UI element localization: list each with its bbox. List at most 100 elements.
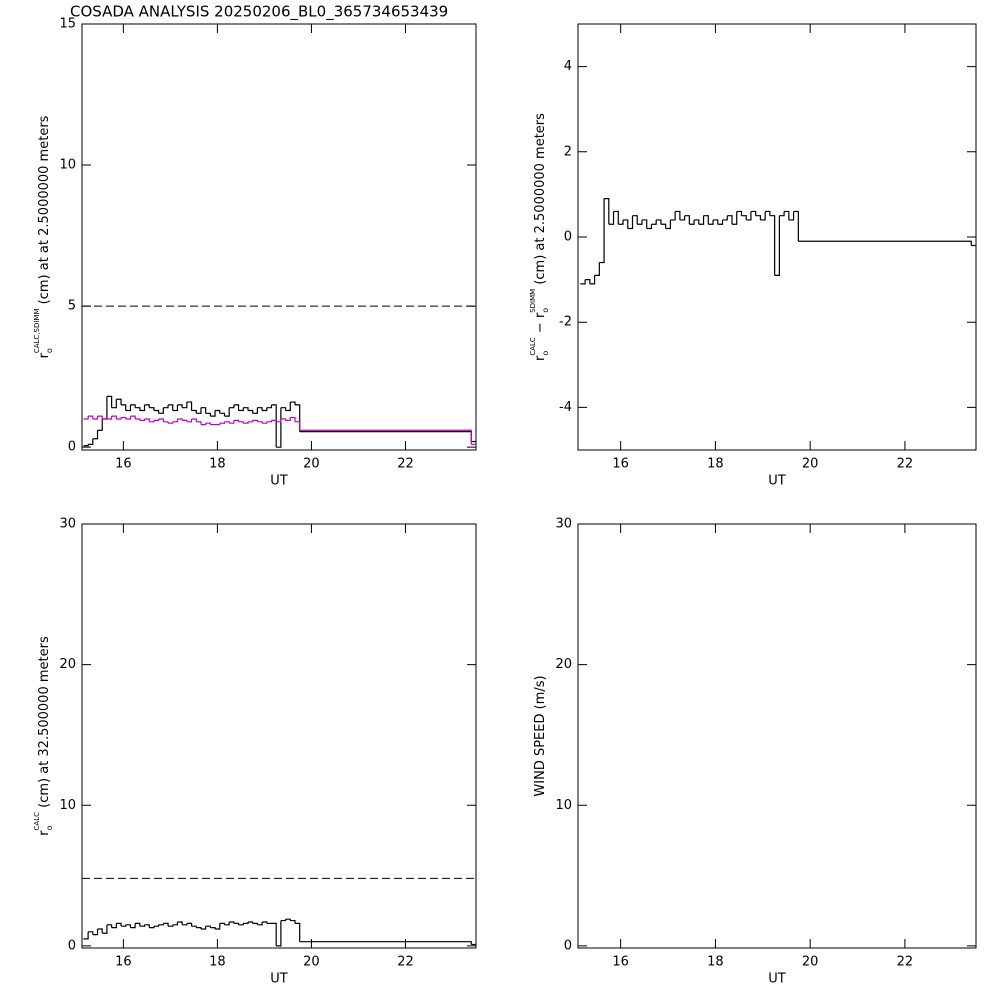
step-segment — [299, 429, 472, 445]
step-segment — [116, 417, 122, 420]
step-segment — [97, 415, 103, 419]
step-segment — [793, 210, 799, 242]
step-segment — [106, 416, 113, 420]
step-segment — [182, 923, 188, 926]
y-tick-label: 0 — [564, 230, 572, 245]
step-segment — [153, 409, 160, 414]
x-tick-label: 20 — [802, 457, 819, 472]
step-segment — [116, 922, 122, 927]
x-tick-label: 18 — [209, 457, 226, 472]
step-segment — [191, 925, 197, 928]
y-axis-label: ro CALC (cm) at 32.500000 meters — [33, 636, 54, 836]
x-tick-label: 16 — [115, 955, 132, 970]
panel: 16 18 20 22 0 10 20 30 UT WIND SPEED (m/s) — [533, 517, 977, 987]
step-segment — [266, 420, 273, 423]
step-segment — [196, 407, 202, 414]
step-segment — [102, 396, 108, 420]
step-segment — [200, 423, 207, 426]
step-segment — [746, 211, 752, 221]
step-segment — [276, 407, 282, 448]
step-segment — [247, 420, 254, 423]
step-segment — [243, 407, 249, 411]
step-segment — [92, 430, 99, 440]
step-segment — [585, 279, 591, 284]
step-segment — [83, 931, 89, 940]
label-sub: o — [541, 351, 550, 356]
step-segment — [755, 215, 762, 220]
step-segment — [116, 398, 122, 405]
step-segment — [257, 407, 263, 411]
step-segment — [139, 404, 146, 412]
step-segment — [229, 404, 235, 409]
step-segment — [708, 219, 714, 225]
plot-frame — [81, 523, 477, 949]
step-segment — [651, 219, 657, 225]
step-segment — [698, 215, 705, 225]
step-segment — [257, 921, 263, 926]
x-tick-label: 16 — [612, 457, 629, 472]
x-tick-label: 22 — [397, 457, 414, 472]
step-segment — [276, 920, 282, 947]
step-segment — [290, 416, 296, 422]
step-segment — [121, 416, 127, 419]
step-segment — [623, 219, 629, 229]
step-segment — [121, 404, 127, 411]
step-segment — [177, 404, 183, 408]
step-segment — [205, 422, 211, 425]
step-segment — [580, 279, 586, 285]
step-segment — [727, 215, 733, 225]
step-segment — [215, 423, 221, 426]
step-segment — [229, 420, 235, 424]
step-segment — [608, 211, 615, 225]
step-segment — [613, 210, 619, 225]
step-segment — [760, 211, 766, 221]
step-segment — [252, 407, 258, 414]
y-tick-label: 4 — [564, 59, 572, 74]
step-segment — [135, 922, 141, 927]
label-text: r — [37, 830, 52, 836]
step-segment — [158, 418, 164, 422]
x-tick-label: 22 — [897, 955, 914, 970]
step-segment — [139, 924, 146, 927]
step-segment — [285, 402, 291, 412]
step-segment — [285, 417, 291, 421]
step-segment — [172, 404, 179, 412]
step-segment — [111, 923, 117, 929]
label-text: (cm) at 32.500000 meters — [37, 636, 52, 812]
step-segment — [219, 922, 226, 925]
step-segment — [172, 418, 179, 423]
x-tick-label: 18 — [209, 955, 226, 970]
step-segment — [106, 924, 113, 928]
step-segment — [130, 404, 136, 408]
x-tick-label: 16 — [612, 955, 629, 970]
step-segment — [722, 215, 728, 221]
panel: 16 18 20 22 0 10 20 30 UT ro CALC (cm) at 32.50000… — [33, 517, 477, 987]
step-segment — [163, 922, 169, 927]
step-segment — [285, 918, 291, 921]
step-segment — [224, 421, 230, 424]
y-tick-label: 20 — [555, 657, 572, 672]
step-segment — [182, 419, 188, 422]
step-segment — [233, 922, 240, 925]
step-segment — [280, 919, 287, 922]
step-segment — [210, 410, 216, 417]
label-sup: CALC — [33, 812, 41, 831]
x-tick-label: 22 — [397, 955, 414, 970]
step-segment — [88, 415, 94, 419]
y-tick-label: 2 — [564, 144, 572, 159]
y-tick-label: 10 — [59, 798, 76, 813]
step-segment — [83, 416, 89, 420]
step-segment — [144, 404, 150, 408]
step-segment — [604, 198, 610, 225]
step-segment — [627, 215, 634, 230]
step-segment — [130, 415, 136, 419]
step-segment — [139, 418, 146, 421]
x-tick-label: 20 — [303, 457, 320, 472]
step-segment — [149, 926, 155, 929]
x-axis-label: UT — [768, 474, 786, 489]
step-segment — [641, 219, 648, 229]
step-segment — [243, 421, 249, 424]
step-segment — [224, 407, 230, 417]
step-segment — [266, 404, 273, 409]
